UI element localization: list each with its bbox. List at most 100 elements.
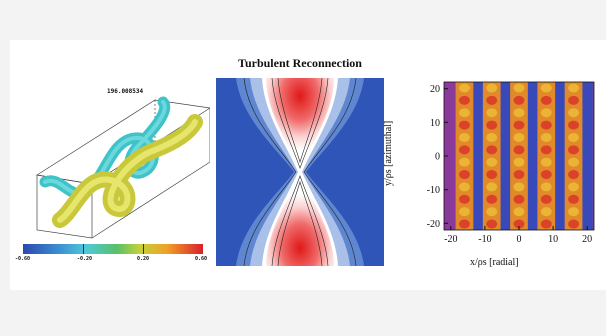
x-tick-label: 10 <box>548 234 558 245</box>
heatmap-hot-blob <box>513 120 525 130</box>
x-tick-label: -20 <box>444 234 457 245</box>
heatmap-hot-blob <box>568 120 579 130</box>
heatmap-hot-blob <box>486 95 498 105</box>
heatmap-cold-band <box>554 82 566 230</box>
heatmap-x-axis-label: x/ρs [radial] <box>470 257 519 268</box>
colorbar-tick <box>143 244 144 254</box>
heatmap-hot-blob <box>459 182 470 192</box>
heatmap-hot-blob <box>568 207 579 217</box>
heatmap-hot-blob <box>513 108 525 118</box>
heatmap-hot-band <box>537 82 556 230</box>
heatmap-hot-blob <box>459 95 470 105</box>
colorbar <box>23 244 203 254</box>
upper-red-lobe <box>266 78 334 168</box>
heatmap-hot-blob <box>568 145 579 155</box>
heatmap-hot-blob <box>568 194 579 204</box>
x-tick-label: 0 <box>517 234 522 245</box>
heatmap-hot-blob <box>513 95 525 105</box>
heatmap-hot-blob <box>486 132 498 142</box>
heatmap-y-axis-label: y/ρs [azimuthal] <box>383 120 394 186</box>
heatmap-hot-blob <box>513 145 525 155</box>
reconnection-contour-plot <box>216 78 384 266</box>
heatmap-hot-band <box>564 82 583 230</box>
heatmap-hot-blob <box>513 170 525 180</box>
heatmap-hot-blob <box>459 83 470 93</box>
heatmap-hot-blob <box>568 132 579 142</box>
heatmap-hot-band <box>455 82 474 230</box>
heatmap-hot-blob <box>540 83 552 93</box>
heatmap-cold-band <box>527 82 539 230</box>
heatmap-hot-blob <box>540 219 552 229</box>
heatmap-hot-blob <box>513 132 525 142</box>
heatmap-hot-blob <box>540 207 552 217</box>
heatmap-hot-blob <box>459 145 470 155</box>
heatmap-cold-band <box>581 82 593 230</box>
y-tick-label: -20 <box>427 219 440 230</box>
heatmap-hot-blob <box>486 157 498 167</box>
lower-red-lobe <box>266 176 334 266</box>
heatmap-ticks: -20 -10 0 10 20 -20 -10 0 10 20 <box>427 84 593 245</box>
heatmap-hot-blob <box>540 194 552 204</box>
heatmap-hot-blob <box>486 83 498 93</box>
heatmap-hot-blob <box>540 170 552 180</box>
heatmap-hot-blob <box>459 108 470 118</box>
heatmap-hot-blob <box>568 219 579 229</box>
heatmap-hot-blob <box>513 157 525 167</box>
heatmap-cold-band <box>499 82 511 230</box>
heatmap-hot-blob <box>568 95 579 105</box>
heatmap-hot-blob <box>513 219 525 229</box>
heatmap-hot-band <box>510 82 528 230</box>
heatmap-hot-blob <box>459 132 470 142</box>
heatmap-hot-blob <box>486 207 498 217</box>
heatmap-hot-blob <box>540 157 552 167</box>
heatmap-hot-blob <box>486 108 498 118</box>
heatmap-hot-blob <box>486 194 498 204</box>
heatmap-hot-blob <box>486 182 498 192</box>
y-tick-label: 20 <box>430 84 440 95</box>
heatmap-hot-blob <box>513 182 525 192</box>
heatmap-hot-blob <box>486 219 498 229</box>
heatmap-hot-blob <box>540 120 552 130</box>
colorbar-label-2: -0.20 <box>77 256 93 262</box>
heatmap-hot-blob <box>568 83 579 93</box>
x-tick-label: -10 <box>478 234 491 245</box>
heatmap-hot-blob <box>459 170 470 180</box>
heatmap-hot-blob <box>540 108 552 118</box>
heatmap-hot-blob <box>459 120 470 130</box>
heatmap-hot-blob <box>486 170 498 180</box>
heatmap-hot-blob <box>513 194 525 204</box>
heatmap-hot-blob <box>568 170 579 180</box>
colorbar-label-3: 0.20 <box>137 256 150 262</box>
reconnection-title: Turbulent Reconnection <box>238 56 362 70</box>
heatmap-hot-blob <box>513 207 525 217</box>
flux-tube-render <box>36 96 210 239</box>
heatmap-hot-blob <box>486 120 498 130</box>
colorbar-label-min: -0.60 <box>15 256 31 262</box>
time-label: 196.008534 <box>107 88 144 95</box>
x-tick-label: 20 <box>582 234 592 245</box>
y-tick-label: 0 <box>435 152 440 163</box>
heatmap-hot-blob <box>459 219 470 229</box>
flux-tube-panel: 196.008534 -0.60 -0.20 0.20 0.60 <box>15 80 210 265</box>
y-tick-label: 10 <box>430 118 440 129</box>
heatmap-hot-blob <box>540 132 552 142</box>
heatmap-bands <box>444 82 594 230</box>
heatmap-chart: -20 -10 0 10 20 -20 -10 0 10 20 <box>427 81 595 245</box>
heatmap-hot-band <box>482 82 501 230</box>
heatmap-hot-blob <box>568 182 579 192</box>
colorbar-tick <box>83 244 84 254</box>
heatmap-hot-blob <box>568 157 579 167</box>
heatmap-hot-blob <box>459 157 470 167</box>
heatmap-hot-blob <box>486 145 498 155</box>
heatmap-hot-blob <box>568 108 579 118</box>
heatmap-hot-blob <box>459 194 470 204</box>
colorbar-label-max: 0.60 <box>195 256 208 262</box>
heatmap-hot-blob <box>540 95 552 105</box>
heatmap-hot-blob <box>459 207 470 217</box>
heatmap-hot-blob <box>513 83 525 93</box>
heatmap-cold-band <box>472 82 484 230</box>
heatmap-hot-blob <box>540 182 552 192</box>
heatmap-hot-blob <box>540 145 552 155</box>
y-tick-label: -10 <box>427 185 440 196</box>
